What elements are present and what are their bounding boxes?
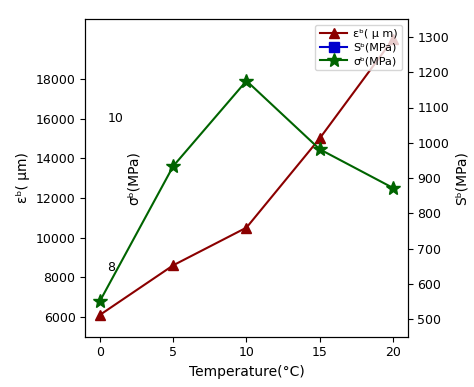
Text: σᵇ(MPa): σᵇ(MPa) [127,151,141,205]
Line: εᵇ( μ m): εᵇ( μ m) [95,34,398,320]
Text: 8: 8 [107,261,115,274]
Text: 10: 10 [107,112,123,125]
σᵇ(MPa) [317,147,323,152]
X-axis label: Temperature(°C): Temperature(°C) [189,365,304,379]
εᵇ( μ m) [317,136,323,141]
σᵇ(MPa) [170,164,176,168]
εᵇ( μ m) [97,313,103,317]
σᵇ(MPa) [97,299,103,303]
εᵇ( μ m) [170,263,176,268]
Line: σᵇ(MPa): σᵇ(MPa) [93,74,400,308]
εᵇ( μ m) [244,225,249,230]
σᵇ(MPa) [390,186,396,190]
σᵇ(MPa) [244,79,249,83]
Legend: εᵇ( μ m), Sᵇ(MPa), σᵇ(MPa): εᵇ( μ m), Sᵇ(MPa), σᵇ(MPa) [315,25,402,70]
Y-axis label: Sᵇ(MPa): Sᵇ(MPa) [455,151,469,205]
εᵇ( μ m) [390,37,396,41]
Y-axis label: εᵇ( μm): εᵇ( μm) [16,152,30,204]
